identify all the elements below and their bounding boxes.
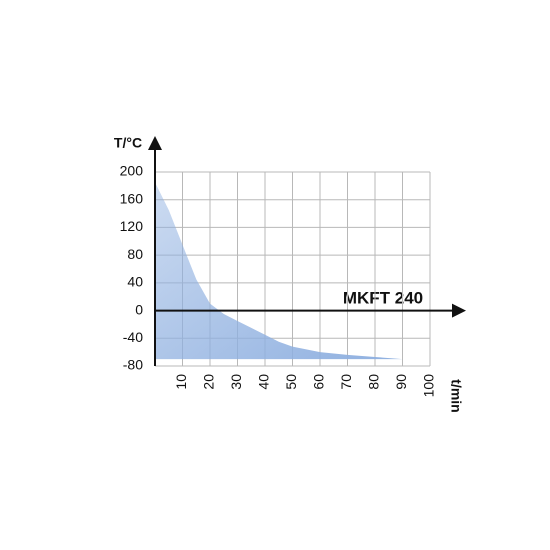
x-tick-label: 20 — [201, 374, 217, 390]
x-tick-label: 50 — [283, 374, 299, 390]
y-tick-label: 80 — [127, 246, 143, 262]
y-tick-label: 200 — [120, 163, 144, 179]
y-tick-label: 0 — [135, 301, 143, 317]
x-tick-label: 70 — [338, 374, 354, 390]
x-tick-label: 40 — [256, 374, 272, 390]
y-axis-label: T/°C — [114, 135, 142, 151]
x-tick-label: 60 — [311, 374, 327, 390]
x-tick-label: 30 — [228, 374, 244, 390]
x-axis-arrow — [452, 303, 466, 318]
x-tick-label: 80 — [366, 374, 382, 390]
x-tick-label: 100 — [421, 374, 437, 398]
y-axis-arrow — [148, 136, 162, 150]
y-tick-label: 160 — [120, 190, 144, 206]
y-tick-label: 40 — [127, 274, 143, 290]
x-tick-label: 90 — [393, 374, 409, 390]
y-tick-label: -40 — [123, 329, 143, 345]
y-tick-label: -80 — [123, 357, 143, 373]
annotation: MKFT 240 — [343, 288, 423, 307]
x-tick-label: 10 — [173, 374, 189, 390]
area — [155, 182, 403, 360]
x-axis-label: t/min — [448, 379, 464, 412]
y-tick-label: 120 — [120, 218, 144, 234]
